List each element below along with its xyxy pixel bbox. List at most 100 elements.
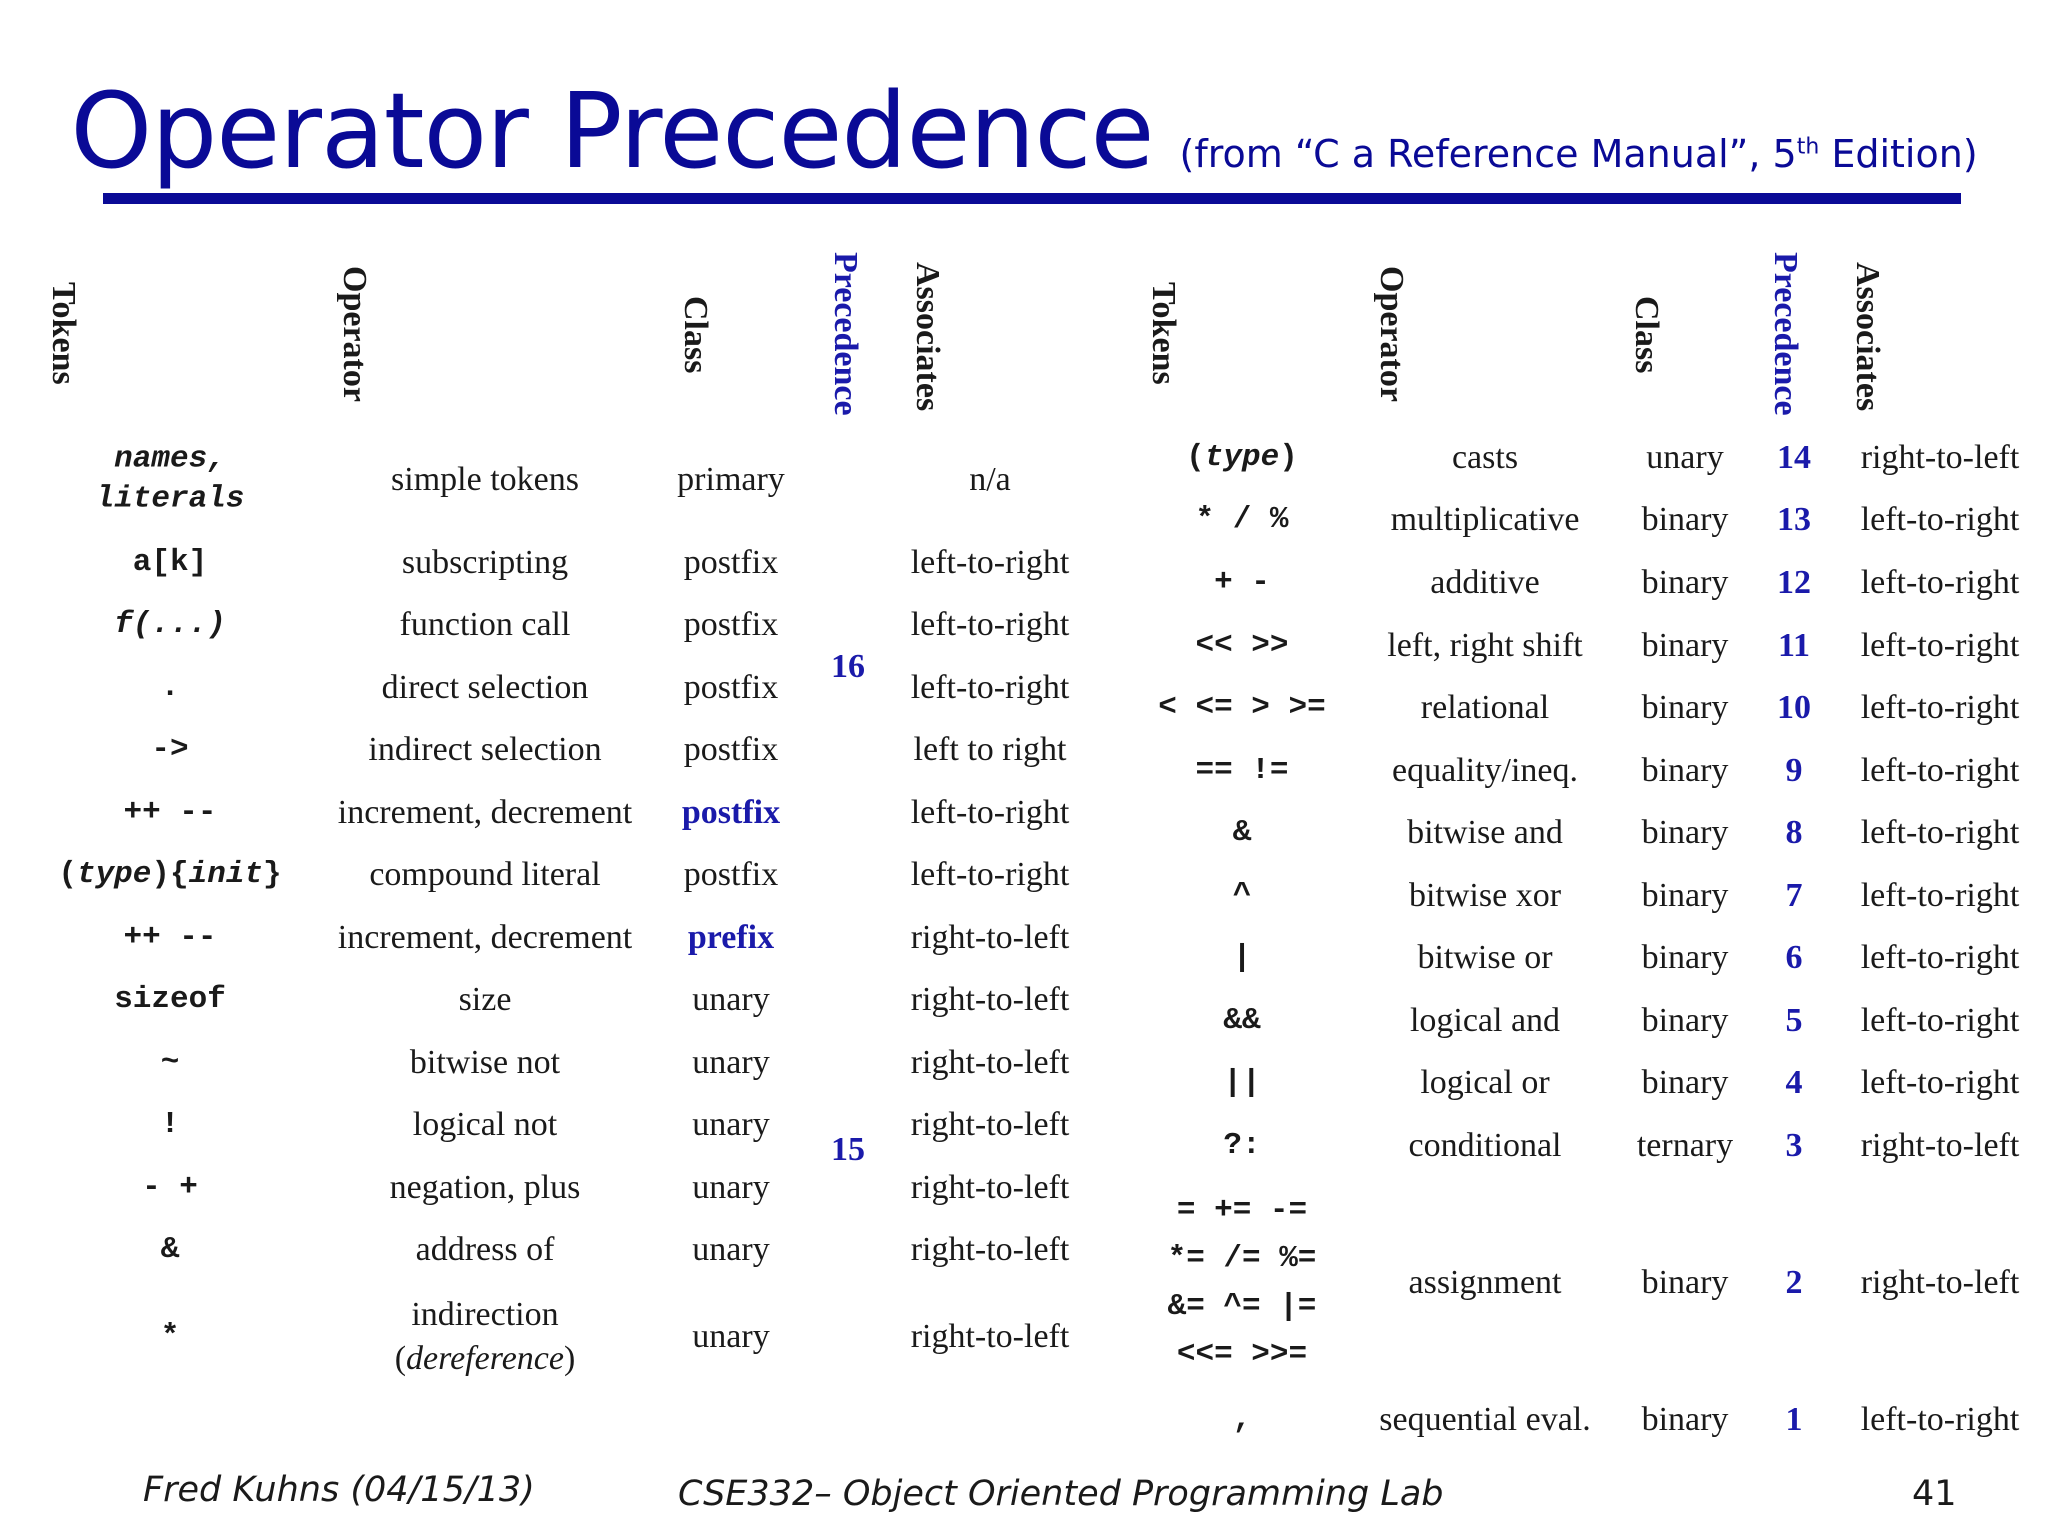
left-operator: increment, decrement xyxy=(337,918,633,956)
left-operator: direct selection xyxy=(381,668,589,706)
left-token: . xyxy=(160,669,180,705)
slide-title: Operator Precedence (from “C a Reference … xyxy=(0,70,2048,192)
left-class: unary xyxy=(692,1317,770,1355)
left-class: postfix xyxy=(683,543,779,581)
right-class: binary xyxy=(1641,751,1729,789)
left-token-names-literals: names, literals xyxy=(95,441,245,517)
right-associates: right-to-left xyxy=(1860,1263,2020,1301)
left-operator: size xyxy=(458,980,512,1018)
left-class: primary xyxy=(677,460,785,498)
right-token: < <= > >= xyxy=(1158,689,1326,725)
left-associates: right-to-left xyxy=(910,1230,1070,1268)
right-token: ^ xyxy=(1232,877,1252,913)
title-rule xyxy=(103,193,1961,204)
right-token: + - xyxy=(1214,564,1270,600)
left-class: unary xyxy=(692,1230,770,1268)
right-class: binary xyxy=(1641,876,1729,914)
right-associates: left-to-right xyxy=(1860,1001,2020,1039)
right-operator: bitwise xor xyxy=(1408,876,1562,914)
left-class: postfix xyxy=(683,605,779,643)
right-operator: multiplicative xyxy=(1390,500,1580,538)
right-associates: right-to-left xyxy=(1860,1126,2020,1164)
left-token: ++ -- xyxy=(123,919,217,955)
right-class: unary xyxy=(1646,438,1724,476)
right-token: * / % xyxy=(1195,501,1289,537)
right-token: | xyxy=(1232,939,1252,975)
left-class: postfix xyxy=(683,668,779,706)
right-associates: left-to-right xyxy=(1860,813,2020,851)
right-associates: left-to-right xyxy=(1860,751,2020,789)
left-class: unary xyxy=(692,1043,770,1081)
right-class: binary xyxy=(1641,813,1729,851)
right-associates: left-to-right xyxy=(1860,876,2020,914)
right-class: binary xyxy=(1641,688,1729,726)
header-associates-left: Associates xyxy=(909,262,946,412)
right-token: & xyxy=(1232,814,1252,850)
left-class: unary xyxy=(692,1105,770,1143)
right-token: == != xyxy=(1195,752,1289,788)
left-associates: right-to-left xyxy=(910,1168,1070,1206)
left-operator: subscripting xyxy=(401,543,569,581)
left-token: sizeof xyxy=(114,981,226,1017)
left-token: * xyxy=(160,1318,180,1354)
right-precedence: 7 xyxy=(1785,876,1803,914)
right-operator: conditional xyxy=(1408,1126,1562,1164)
right-class: binary xyxy=(1641,1001,1729,1039)
right-precedence: 2 xyxy=(1785,1263,1803,1301)
left-token: f(...) xyxy=(114,606,226,642)
right-associates: left-to-right xyxy=(1860,1400,2020,1438)
left-token: ++ -- xyxy=(123,794,217,830)
right-token: , xyxy=(1232,1401,1252,1437)
left-operator: increment, decrement xyxy=(337,793,633,831)
right-precedence: 4 xyxy=(1785,1063,1803,1101)
right-associates: left-to-right xyxy=(1860,1063,2020,1101)
right-class: binary xyxy=(1641,1400,1729,1438)
right-class: binary xyxy=(1641,1063,1729,1101)
left-token: ! xyxy=(160,1106,180,1142)
right-class: binary xyxy=(1641,938,1729,976)
left-operator: negation, plus xyxy=(389,1168,581,1206)
left-token-compound-literal: (type){init} xyxy=(58,856,282,892)
left-class-highlight: prefix xyxy=(687,918,775,956)
left-class-highlight: postfix xyxy=(681,793,781,831)
left-associates: right-to-left xyxy=(910,1043,1070,1081)
left-associates: n/a xyxy=(969,460,1011,498)
left-operator: bitwise not xyxy=(409,1043,561,1081)
right-token: || xyxy=(1223,1064,1261,1100)
header-tokens-left: Tokens xyxy=(45,282,82,385)
right-operator: bitwise and xyxy=(1407,813,1563,851)
header-class-left: Class xyxy=(677,296,714,374)
right-associates: left-to-right xyxy=(1860,500,2020,538)
right-operator: relational xyxy=(1420,688,1550,726)
right-class: binary xyxy=(1641,1263,1729,1301)
right-precedence: 1 xyxy=(1785,1400,1803,1438)
footer-author: Fred Kuhns (04/15/13) xyxy=(143,1470,535,1510)
left-token: - + xyxy=(142,1169,198,1205)
left-operator: logical not xyxy=(412,1105,558,1143)
right-associates: left-to-right xyxy=(1860,563,2020,601)
right-precedence: 14 xyxy=(1777,438,1811,476)
left-associates: left to right xyxy=(913,730,1067,768)
left-class: postfix xyxy=(683,855,779,893)
right-associates: right-to-left xyxy=(1860,438,2020,476)
left-operator: compound literal xyxy=(369,855,601,893)
header-associates-right: Associates xyxy=(1849,262,1886,412)
right-operator: equality/ineq. xyxy=(1391,751,1579,789)
footer-page-number: 41 xyxy=(1912,1474,1957,1514)
left-operator: indirect selection xyxy=(368,730,602,768)
header-operator-left: Operator xyxy=(336,266,373,402)
right-operator: sequential eval. xyxy=(1379,1400,1591,1438)
right-class: binary xyxy=(1641,500,1729,538)
right-precedence: 3 xyxy=(1785,1126,1803,1164)
right-associates: left-to-right xyxy=(1860,688,2020,726)
left-associates: right-to-left xyxy=(910,1105,1070,1143)
left-associates: right-to-left xyxy=(910,980,1070,1018)
footer-course: CSE332– Object Oriented Programming Lab xyxy=(678,1474,1444,1514)
right-precedence: 11 xyxy=(1777,626,1811,664)
right-class: binary xyxy=(1641,626,1729,664)
left-token: & xyxy=(160,1231,180,1267)
right-precedence: 12 xyxy=(1777,563,1811,601)
right-token: << >> xyxy=(1195,627,1289,663)
left-class: unary xyxy=(692,980,770,1018)
left-class: postfix xyxy=(683,730,779,768)
